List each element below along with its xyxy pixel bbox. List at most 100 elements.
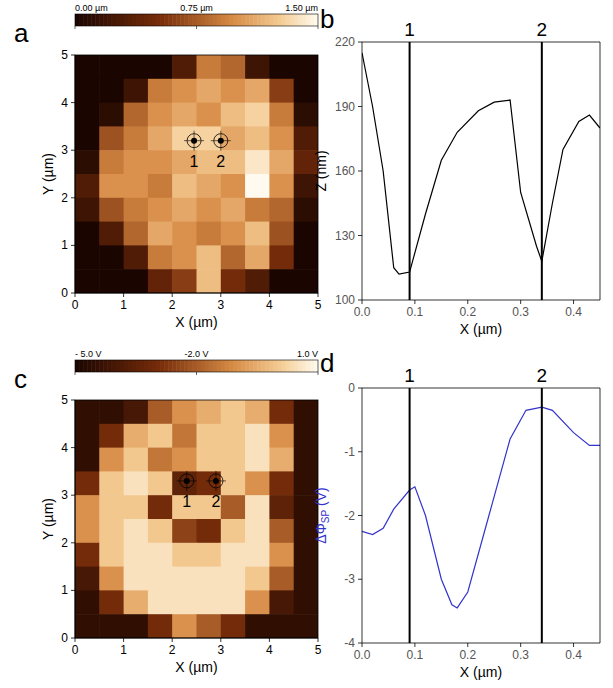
cell bbox=[269, 269, 294, 293]
y-tick-label: -4 bbox=[344, 636, 355, 650]
cell bbox=[197, 519, 222, 543]
position-line bbox=[409, 388, 411, 643]
colorbar-segment bbox=[87, 14, 92, 26]
cell bbox=[148, 79, 173, 103]
cell bbox=[245, 103, 270, 127]
marker-dot bbox=[184, 478, 190, 484]
cell bbox=[294, 543, 318, 567]
colorbar-segment bbox=[116, 360, 121, 372]
cell bbox=[221, 567, 246, 591]
colorbar-segment bbox=[306, 14, 311, 26]
colorbar-segment bbox=[91, 14, 96, 26]
cell bbox=[172, 614, 197, 638]
cell bbox=[269, 126, 294, 150]
colorbar-segment bbox=[294, 360, 299, 372]
colorbar-segment bbox=[261, 360, 266, 372]
x-tick bbox=[123, 293, 124, 297]
cell bbox=[148, 245, 173, 269]
cell bbox=[148, 150, 173, 174]
x-tick bbox=[172, 293, 173, 297]
cell bbox=[221, 222, 246, 246]
colorbar-segment bbox=[172, 360, 177, 372]
y-tick-label: 5 bbox=[61, 393, 68, 407]
colorbar-segment bbox=[156, 360, 161, 372]
y-tick-label: 3 bbox=[61, 488, 68, 502]
colorbar-segment bbox=[298, 14, 303, 26]
y-axis-title-part: ΔΦ bbox=[313, 523, 329, 544]
colorbar-segment bbox=[99, 360, 104, 372]
cell bbox=[197, 174, 222, 198]
cell bbox=[245, 222, 270, 246]
cell bbox=[99, 55, 124, 79]
cell bbox=[294, 590, 318, 614]
x-tick-label: 0 bbox=[72, 298, 79, 312]
cell bbox=[245, 400, 270, 424]
panel-letter: c bbox=[14, 364, 27, 394]
colorbar-segment bbox=[172, 14, 177, 26]
x-tick bbox=[318, 638, 319, 642]
colorbar-segment bbox=[188, 360, 193, 372]
colorbar-segment bbox=[225, 360, 230, 372]
y-tick-label: 4 bbox=[61, 96, 68, 110]
colorbar-segment bbox=[79, 360, 84, 372]
cell bbox=[221, 424, 246, 448]
cell bbox=[124, 614, 149, 638]
y-tick-label: 0 bbox=[61, 286, 68, 300]
cell bbox=[269, 471, 294, 495]
cell bbox=[99, 471, 124, 495]
colorbar-segment bbox=[107, 14, 112, 26]
y-tick bbox=[71, 638, 75, 639]
cell bbox=[124, 55, 149, 79]
y-tick bbox=[358, 106, 362, 107]
colorbar-segment bbox=[278, 14, 283, 26]
x-tick bbox=[520, 643, 521, 647]
colorbar-segment bbox=[217, 14, 222, 26]
colorbar-segment bbox=[103, 360, 108, 372]
cell bbox=[269, 198, 294, 222]
cell bbox=[148, 222, 173, 246]
x-tick bbox=[573, 300, 574, 304]
x-axis-title: X (µm) bbox=[175, 659, 217, 675]
x-tick-label: 2 bbox=[169, 643, 176, 657]
y-tick bbox=[358, 235, 362, 236]
colorbar-segment bbox=[201, 14, 206, 26]
y-axis-title-unit: (V) bbox=[313, 487, 329, 510]
colorbar-segment bbox=[197, 360, 202, 372]
cell bbox=[124, 222, 149, 246]
cell bbox=[148, 519, 173, 543]
colorbar-segment bbox=[257, 14, 262, 26]
cell bbox=[294, 448, 318, 472]
cell bbox=[197, 198, 222, 222]
colorbar-segment bbox=[95, 360, 100, 372]
cell bbox=[221, 614, 246, 638]
cell bbox=[124, 150, 149, 174]
colorbar-segment bbox=[164, 360, 169, 372]
cell bbox=[148, 471, 173, 495]
cell bbox=[221, 448, 246, 472]
colorbar-segment bbox=[241, 14, 246, 26]
x-tick bbox=[269, 638, 270, 642]
colorbar-segment bbox=[156, 14, 161, 26]
cell bbox=[148, 543, 173, 567]
y-axis-title-part: Z (nm) bbox=[313, 150, 329, 191]
cell bbox=[99, 543, 124, 567]
colorbar-segment bbox=[282, 360, 287, 372]
cell bbox=[269, 174, 294, 198]
marker-label: 1 bbox=[190, 153, 199, 170]
cell bbox=[99, 222, 124, 246]
colorbar-segment bbox=[168, 14, 173, 26]
colorbar-segment bbox=[273, 360, 278, 372]
figure: a0.00 µm0.75 µm1.50 µm12012345012345X (µ… bbox=[0, 0, 613, 688]
colorbar-segment bbox=[302, 14, 307, 26]
cell bbox=[197, 245, 222, 269]
colorbar-segment bbox=[213, 360, 218, 372]
x-tick bbox=[362, 300, 363, 304]
cell bbox=[269, 614, 294, 638]
colorbar-segment bbox=[160, 14, 165, 26]
x-tick-label: 1 bbox=[120, 643, 127, 657]
colorbar-frame bbox=[75, 360, 318, 372]
x-axis-title: X (µm) bbox=[460, 321, 502, 337]
position-label: 1 bbox=[404, 19, 415, 40]
colorbar-segment bbox=[107, 360, 112, 372]
x-axis-title: X (µm) bbox=[460, 664, 502, 680]
